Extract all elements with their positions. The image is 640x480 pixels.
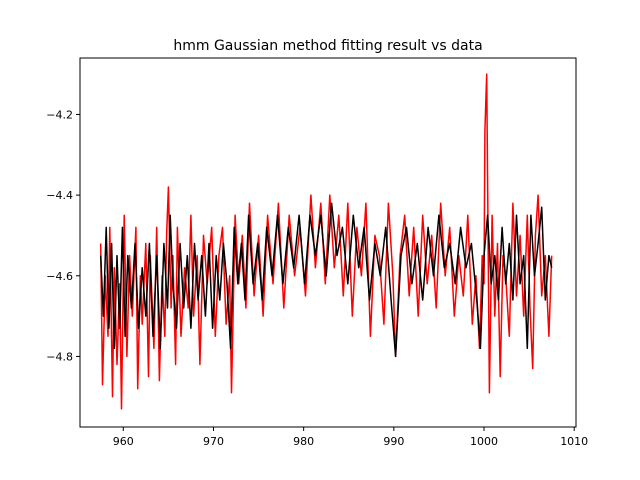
fit-series-line	[99, 202, 553, 358]
axes-frame	[79, 57, 577, 428]
y-tick-label: −4.8	[46, 350, 73, 363]
y-tick-label: −4.4	[46, 189, 73, 202]
x-tick-label: 990	[383, 435, 404, 448]
x-tick-label: 980	[293, 435, 314, 448]
chart-title: hmm Gaussian method fitting result vs da…	[173, 38, 482, 54]
y-axis: −4.8 −4.6 −4.4 −4.2	[46, 108, 80, 363]
x-tick-label: 960	[113, 435, 134, 448]
x-tick-label: 1010	[560, 435, 588, 448]
x-tick-label: 970	[203, 435, 224, 448]
x-tick-label: 1000	[470, 435, 498, 448]
series-layer	[99, 73, 553, 410]
y-tick-label: −4.2	[46, 108, 73, 121]
x-axis: 960 970 980 990 1000 1010	[113, 427, 588, 448]
y-tick-label: −4.6	[46, 270, 73, 283]
